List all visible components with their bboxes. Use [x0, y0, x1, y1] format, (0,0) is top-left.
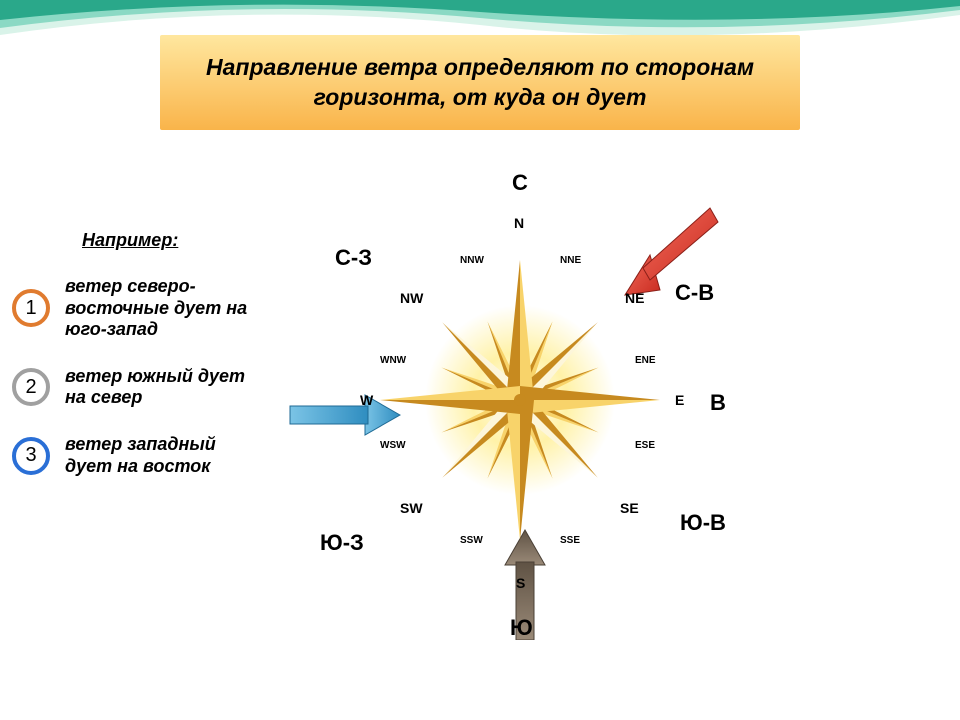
example-text-1: ветер северо-восточные дует на юго-запад [65, 276, 262, 341]
ru-label-s: Ю [510, 615, 533, 641]
ru-label-e: В [710, 390, 726, 416]
en-label-nw: NW [400, 290, 423, 306]
en-label-e: E [675, 392, 684, 408]
minor-nnw: NNW [460, 255, 484, 266]
en-label-ne: NE [625, 290, 644, 306]
en-label-w: W [360, 392, 373, 408]
example-num-3: 3 [12, 437, 50, 475]
en-label-s: S [516, 575, 525, 591]
example-row-1: 1 ветер северо-восточные дует на юго-зап… [12, 276, 262, 341]
example-row-3: 3 ветер западный дует на восток [12, 434, 262, 477]
compass-diagram: С С-В В Ю-В Ю Ю-З З С-З N NE E SE S SW W… [280, 160, 760, 640]
minor-nne: NNE [560, 255, 581, 266]
ru-label-se: Ю-В [680, 510, 726, 536]
minor-wnw: WNW [380, 355, 406, 366]
minor-sse: SSE [560, 535, 580, 546]
compass-rose [350, 230, 690, 570]
title-text: Направление ветра определяют по сторонам… [190, 53, 770, 113]
minor-ene: ENE [635, 355, 656, 366]
en-label-se: SE [620, 500, 639, 516]
ru-label-ne: С-В [675, 280, 714, 306]
title-banner: Направление ветра определяют по сторонам… [160, 35, 800, 130]
example-text-3: ветер западный дует на восток [65, 434, 262, 477]
examples-label: Например: [82, 230, 262, 251]
en-label-sw: SW [400, 500, 423, 516]
example-num-2: 2 [12, 368, 50, 406]
ru-label-sw: Ю-З [320, 530, 364, 556]
examples-panel: Например: 1 ветер северо-восточные дует … [12, 230, 262, 502]
example-row-2: 2 ветер южный дует на север [12, 366, 262, 409]
example-num-1: 1 [12, 289, 50, 327]
minor-wsw: WSW [380, 440, 406, 451]
ru-label-n: С [512, 170, 528, 196]
example-text-2: ветер южный дует на север [65, 366, 262, 409]
minor-ese: ESE [635, 440, 655, 451]
ru-label-nw: С-З [335, 245, 372, 271]
minor-ssw: SSW [460, 535, 483, 546]
en-label-n: N [514, 215, 524, 231]
